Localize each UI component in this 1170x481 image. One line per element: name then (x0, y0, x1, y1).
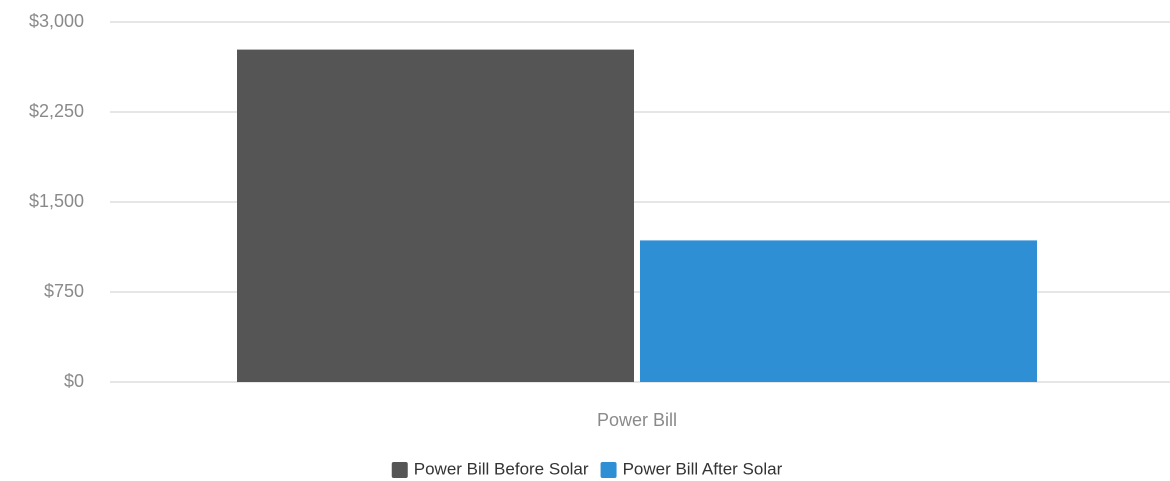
x-tick-label: Power Bill (597, 410, 677, 430)
legend: Power Bill Before Solar Power Bill After … (391, 459, 783, 478)
y-tick-label: $750 (44, 281, 84, 301)
bar (640, 240, 1037, 382)
y-tick-label: $2,250 (29, 101, 84, 121)
legend-label: Power Bill After Solar (623, 459, 783, 478)
legend-swatch (391, 462, 408, 478)
bar (237, 49, 634, 382)
legend-swatch (600, 462, 617, 478)
legend-label: Power Bill Before Solar (414, 459, 589, 478)
y-tick-label: $1,500 (29, 191, 84, 211)
y-tick-label: $3,000 (29, 11, 84, 31)
y-tick-label: $0 (64, 371, 84, 391)
